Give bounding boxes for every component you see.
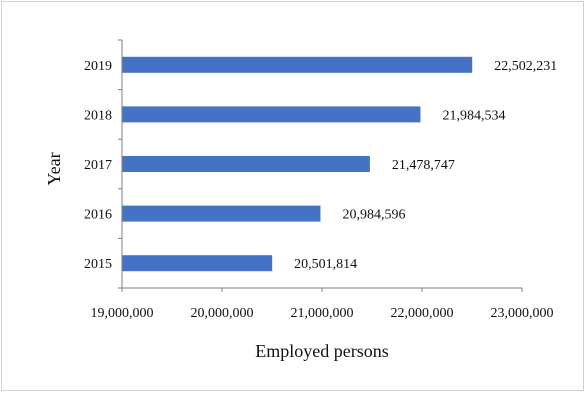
x-tick-label: 21,000,000	[291, 306, 354, 321]
bar-2017	[122, 156, 370, 172]
bar-2019	[122, 56, 473, 73]
bars-group	[122, 56, 473, 272]
y-tick-label-2018: 2018	[84, 108, 112, 123]
data-label-2019: 22,502,231	[494, 59, 557, 74]
x-tick-label: 22,000,000	[391, 306, 454, 321]
bar-2018	[122, 106, 421, 123]
data-label-2017: 21,478,747	[392, 158, 455, 173]
data-label-2018: 21,984,534	[442, 108, 505, 123]
bar-2016	[122, 205, 321, 222]
y-ticks-group: 2015 2016 2017 2018 2019	[84, 39, 122, 289]
x-tick-label: 23,000,000	[491, 306, 554, 321]
data-labels-group: 20,501,814 20,984,596 21,478,747 21,984,534…	[294, 59, 557, 272]
bar-2015	[122, 255, 273, 272]
y-tick-label-2017: 2017	[84, 158, 112, 173]
data-label-2015: 20,501,814	[294, 257, 357, 272]
x-tick-label: 19,000,000	[91, 306, 154, 321]
y-tick-label-2019: 2019	[84, 59, 112, 74]
y-tick-label-2016: 2016	[84, 208, 112, 223]
x-ticks-group: 19,000,000 20,000,000 21,000,000 22,000,000…	[91, 288, 554, 321]
y-tick-label-2015: 2015	[84, 257, 112, 272]
x-tick-label: 20,000,000	[191, 306, 254, 321]
x-axis-title: Employed persons	[255, 341, 388, 361]
y-axis-title: Year	[44, 152, 64, 185]
data-label-2016: 20,984,596	[342, 208, 405, 223]
